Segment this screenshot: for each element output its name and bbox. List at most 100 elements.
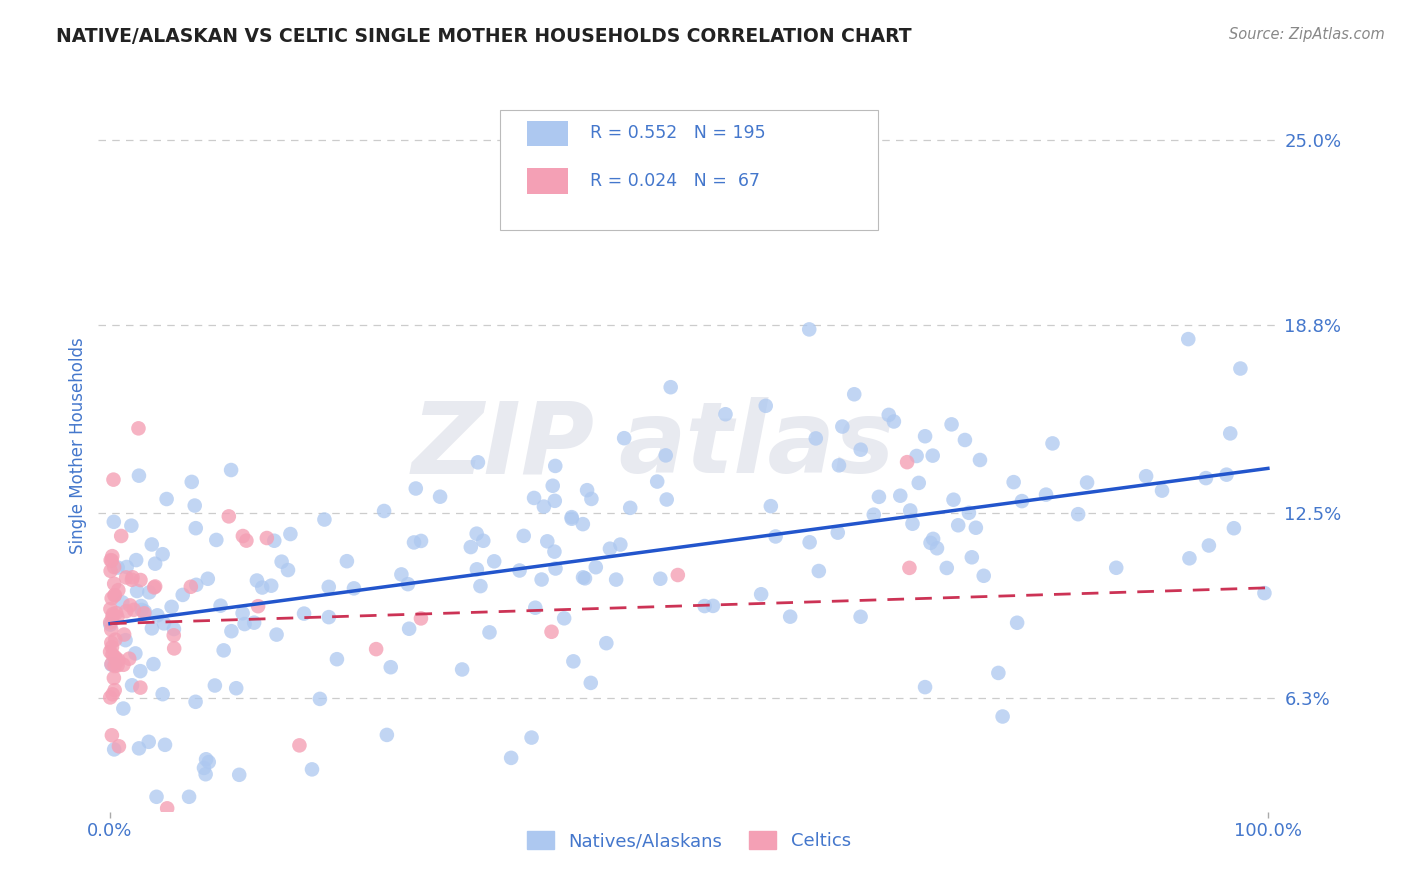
Point — [1067, 507, 1090, 521]
Point — [599, 541, 621, 556]
Point — [987, 665, 1010, 680]
Point — [104, 650, 127, 665]
Point — [948, 518, 970, 533]
Point — [1011, 494, 1033, 508]
Point — [280, 527, 302, 541]
Point — [868, 490, 890, 504]
Point — [1002, 475, 1025, 490]
Point — [104, 652, 127, 666]
Point — [472, 533, 495, 548]
Point — [101, 549, 124, 563]
Point — [138, 735, 160, 749]
Text: NATIVE/ALASKAN VS CELTIC SINGLE MOTHER HOUSEHOLDS CORRELATION CHART: NATIVE/ALASKAN VS CELTIC SINGLE MOTHER H… — [56, 27, 912, 45]
Point — [574, 571, 596, 585]
Point — [98, 617, 121, 632]
Point — [901, 516, 924, 531]
Point — [465, 562, 488, 576]
Point — [318, 610, 340, 624]
Point — [163, 641, 186, 656]
Point — [152, 547, 174, 561]
Point — [124, 647, 146, 661]
Point — [121, 570, 143, 584]
Point — [533, 500, 555, 514]
Point — [398, 622, 420, 636]
Point — [233, 617, 256, 632]
Point — [134, 607, 156, 621]
Point — [152, 687, 174, 701]
Point — [969, 453, 991, 467]
Point — [100, 602, 122, 616]
Point — [562, 654, 585, 668]
Point — [666, 568, 689, 582]
Y-axis label: Single Mother Households: Single Mother Households — [69, 338, 87, 554]
Point — [100, 553, 122, 567]
Point — [163, 628, 186, 642]
Point — [121, 573, 143, 587]
Point — [1219, 426, 1241, 441]
Point — [366, 642, 388, 657]
Point — [107, 560, 129, 574]
Point — [172, 588, 194, 602]
Point — [460, 540, 482, 554]
Point — [128, 741, 150, 756]
Point — [115, 560, 138, 574]
Point — [252, 581, 274, 595]
Point — [609, 538, 631, 552]
Point — [536, 534, 558, 549]
Point — [326, 652, 349, 666]
Point — [156, 491, 179, 506]
Point — [807, 564, 830, 578]
Point — [645, 475, 668, 489]
Point — [103, 473, 125, 487]
Point — [194, 767, 217, 781]
Point — [138, 585, 160, 599]
Point — [659, 380, 682, 394]
FancyBboxPatch shape — [501, 110, 877, 230]
Point — [104, 588, 127, 602]
Point — [101, 728, 124, 742]
Point — [655, 492, 678, 507]
Point — [520, 731, 543, 745]
Point — [184, 695, 207, 709]
Point — [301, 763, 323, 777]
Point — [409, 611, 432, 625]
Point — [183, 499, 205, 513]
Point — [925, 541, 948, 556]
Point — [197, 572, 219, 586]
Legend: Natives/Alaskans, Celtics: Natives/Alaskans, Celtics — [520, 823, 858, 857]
Point — [482, 554, 505, 568]
Point — [544, 458, 567, 473]
Point — [1177, 332, 1199, 346]
Point — [336, 554, 359, 568]
Point — [613, 431, 636, 445]
Text: R = 0.024   N =  67: R = 0.024 N = 67 — [589, 172, 759, 190]
Point — [581, 491, 603, 506]
Point — [953, 433, 976, 447]
Point — [118, 651, 141, 665]
Text: atlas: atlas — [619, 398, 894, 494]
Point — [991, 709, 1014, 723]
Point — [98, 615, 121, 630]
Point — [749, 587, 772, 601]
Point — [1253, 586, 1275, 600]
Point — [1178, 551, 1201, 566]
Point — [429, 490, 451, 504]
Point — [654, 449, 676, 463]
Point — [595, 636, 617, 650]
Point — [883, 415, 905, 429]
Point — [129, 599, 152, 613]
FancyBboxPatch shape — [527, 168, 568, 194]
Point — [561, 512, 583, 526]
Point — [225, 681, 247, 696]
Point — [889, 489, 911, 503]
Point — [579, 676, 602, 690]
Point — [110, 529, 132, 543]
Point — [125, 584, 148, 599]
Point — [120, 599, 142, 613]
Point — [544, 561, 567, 575]
Point — [105, 606, 128, 620]
Point — [143, 581, 166, 595]
Text: ZIP: ZIP — [412, 398, 595, 494]
Point — [177, 789, 200, 804]
Point — [228, 768, 250, 782]
